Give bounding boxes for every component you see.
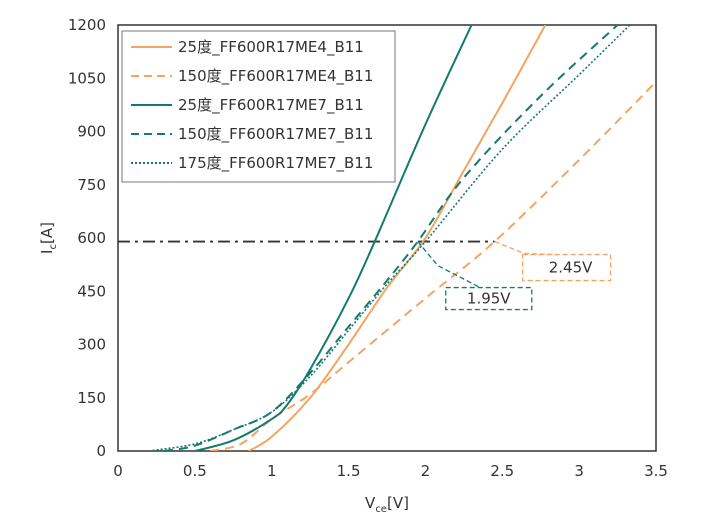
y-tick-label: 600 (77, 229, 106, 247)
legend-label-2: 25度_FF600R17ME7_B11 (178, 96, 364, 115)
y-tick-label: 450 (77, 282, 106, 300)
x-tick-label: 0.5 (183, 462, 207, 480)
y-tick-label: 1050 (68, 69, 106, 87)
y-tick-label: 750 (77, 176, 106, 194)
legend-label-1: 150度_FF600R17ME4_B11 (178, 67, 373, 86)
legend-label-0: 25度_FF600R17ME4_B11 (178, 38, 364, 57)
annotation-label: 1.95V (467, 290, 511, 308)
y-tick-label: 0 (96, 442, 106, 460)
x-axis-label: Vce[V] (365, 494, 409, 515)
legend: 25度_FF600R17ME4_B11 150度_FF600R17ME4_B11 2… (121, 30, 396, 183)
legend-label-3: 150度_FF600R17ME7_B11 (178, 125, 373, 144)
x-tick-label: 3.5 (644, 462, 668, 480)
y-tick-label: 900 (77, 123, 106, 141)
annotation-leader (417, 241, 481, 289)
annotation-box (445, 286, 533, 311)
series-line-1 (210, 81, 656, 451)
y-axis-label: Ic[A] (38, 222, 59, 254)
series-line-2 (194, 25, 473, 451)
legend-label-4: 175度_FF600R17ME7_B11 (178, 154, 373, 173)
x-tick-label: 2 (421, 462, 431, 480)
x-tick-label: 3 (574, 462, 584, 480)
x-tick-label: 2.5 (490, 462, 514, 480)
annotation-box (521, 253, 612, 282)
y-tick-label: 150 (77, 389, 106, 407)
y-tick-label: 300 (77, 336, 106, 354)
series-line-4 (148, 25, 631, 451)
y-tick-label: 1200 (68, 16, 106, 34)
plot-area (117, 24, 657, 452)
series-line-0 (248, 25, 547, 451)
annotation-label: 2.45V (549, 259, 593, 277)
x-tick-label: 1 (267, 462, 277, 480)
x-tick-label: 1.5 (337, 462, 361, 480)
annotation-leader (494, 240, 558, 256)
x-tick-label: 0 (113, 462, 123, 480)
